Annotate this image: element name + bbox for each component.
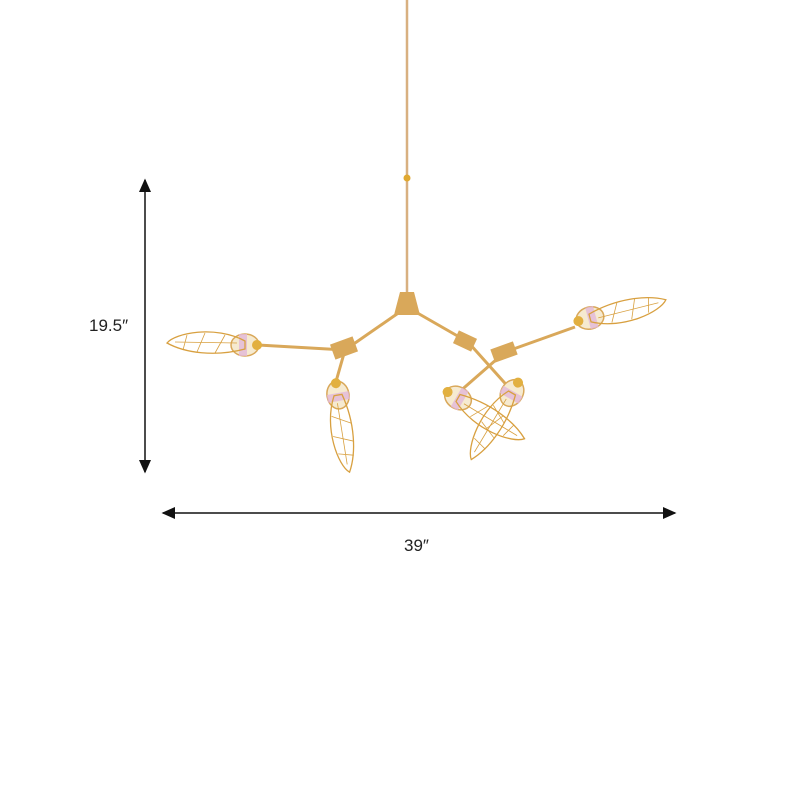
lamp-right: [569, 286, 670, 336]
rod-coupler: [403, 174, 411, 182]
left-joint: [329, 336, 359, 360]
branch-arms: [257, 305, 576, 402]
chandelier: [166, 0, 670, 475]
height-label: 19.5″: [89, 316, 129, 335]
center-hub: [394, 292, 420, 315]
width-label: 39″: [404, 536, 429, 555]
lamp-left: [166, 331, 263, 357]
right-joint: [452, 330, 478, 352]
lamp-lower-left: [321, 375, 364, 475]
right-joint-2: [490, 341, 518, 363]
